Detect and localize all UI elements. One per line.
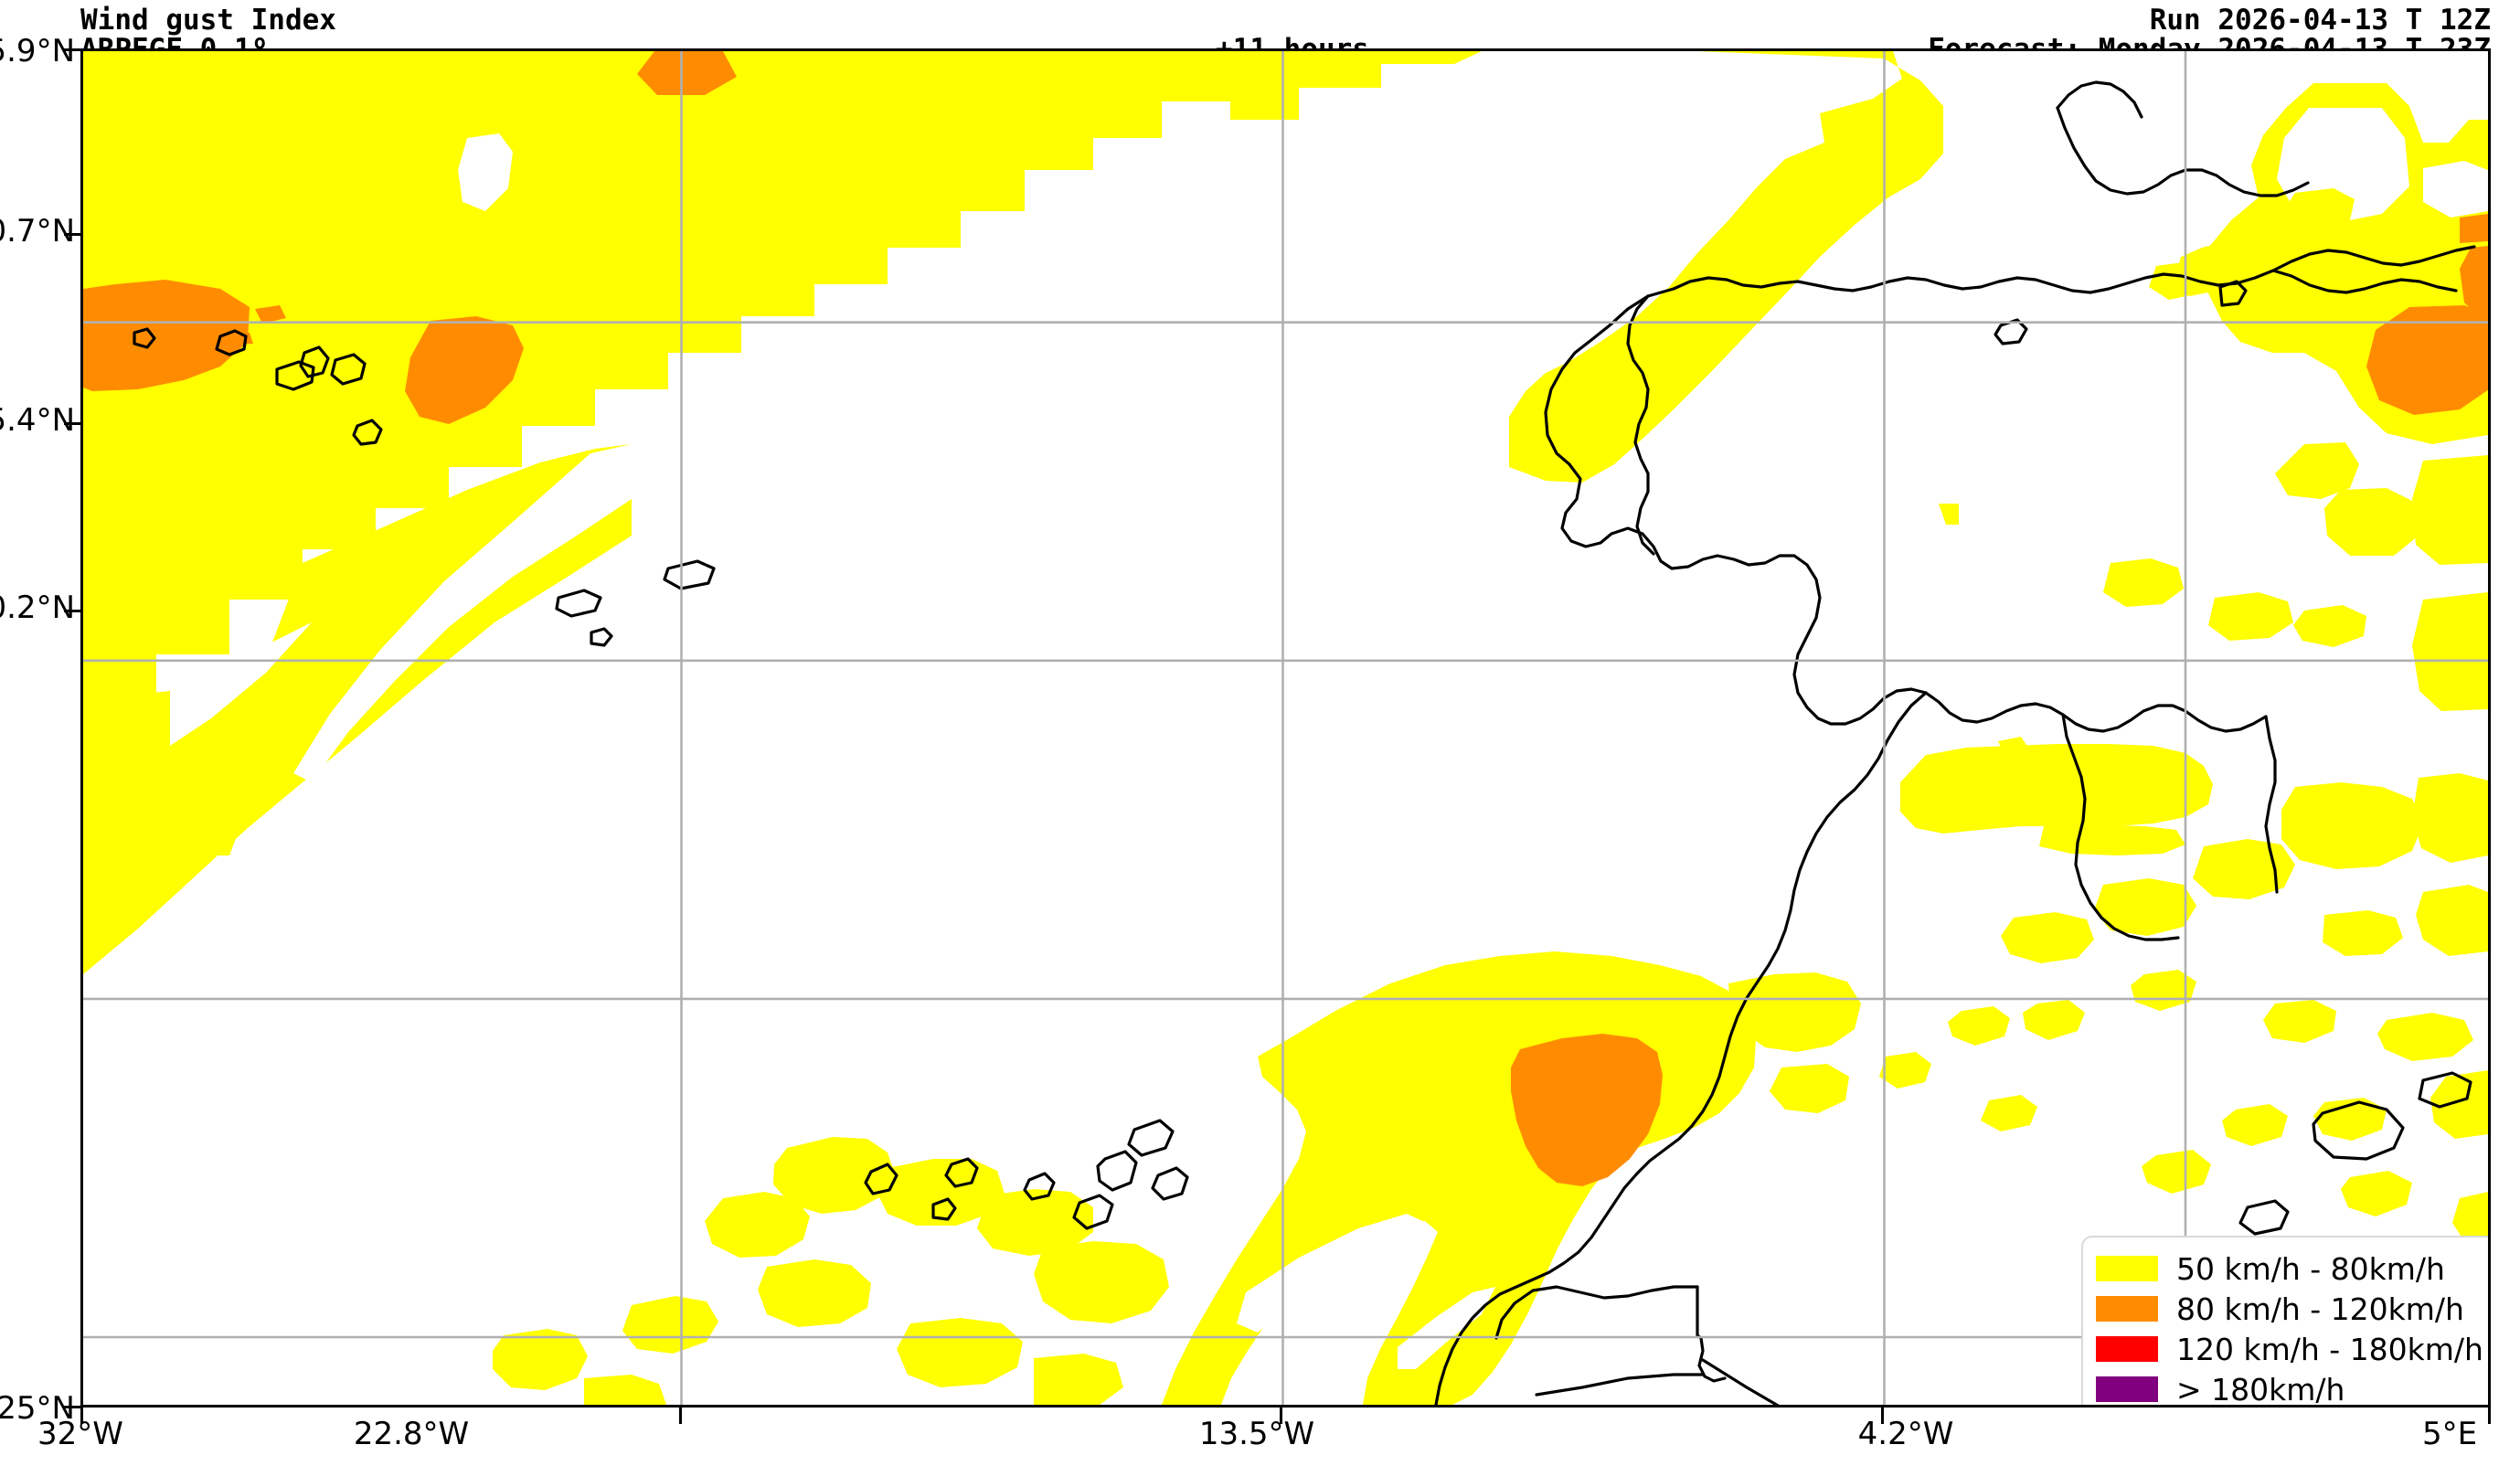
legend-swatch-purple bbox=[2096, 1376, 2158, 1402]
gust-balearic-yellow bbox=[2275, 442, 2488, 711]
legend-label-2: 120 km/h - 180km/h bbox=[2176, 1331, 2483, 1367]
y-tick-label-354: 35.4°N bbox=[0, 402, 75, 439]
gust-gap-nw bbox=[170, 133, 650, 782]
gust-specks-iberia bbox=[1678, 312, 1959, 525]
gust-band-biscay bbox=[1509, 51, 1943, 483]
map-canvas bbox=[83, 51, 2488, 1405]
y-tickmark-302 bbox=[64, 610, 80, 612]
gust-algeria-scatter bbox=[1879, 773, 2488, 1241]
gust-iberia-small bbox=[2103, 188, 2366, 647]
legend-item-0: 50 km/h - 80km/h bbox=[2096, 1248, 2488, 1289]
y-tick-label-25: 25°N bbox=[0, 1390, 75, 1427]
x-tick-label-5e: 5°E bbox=[2421, 1416, 2478, 1452]
map-plot-area[interactable]: 50 km/h - 80km/h 80 km/h - 120km/h 120 k… bbox=[80, 48, 2491, 1408]
legend-label-3: > 180km/h bbox=[2176, 1371, 2345, 1408]
legend-swatch-red bbox=[2096, 1336, 2158, 1362]
x-tick-label-42w: 4.2°W bbox=[1857, 1416, 1954, 1452]
x-tick-label-32w: 32°W bbox=[37, 1416, 123, 1452]
map-svg bbox=[83, 51, 2488, 1405]
gust-band-50-80 bbox=[83, 51, 1482, 974]
gust-gulf-of-lion-orange bbox=[2366, 214, 2488, 415]
x-tickmark-42w bbox=[1881, 1408, 1884, 1424]
y-tick-label-459: 45.9°N bbox=[0, 33, 75, 69]
legend-label-0: 50 km/h - 80km/h bbox=[2176, 1250, 2445, 1287]
x-tickmark-135w bbox=[1280, 1408, 1282, 1424]
y-tick-label-302: 30.2°N bbox=[0, 590, 75, 626]
y-tick-label-407: 40.7°N bbox=[0, 213, 75, 250]
gust-alboran-band bbox=[1900, 737, 2213, 855]
legend-label-1: 80 km/h - 120km/h bbox=[2176, 1291, 2464, 1327]
x-tickmark-228w bbox=[679, 1408, 682, 1424]
legend-swatch-yellow bbox=[2096, 1256, 2158, 1281]
page-title: Wind gust Index bbox=[80, 4, 336, 37]
y-tickmark-407 bbox=[64, 233, 80, 236]
x-tick-label-228w: 22.8°W bbox=[353, 1416, 470, 1452]
y-tickmark-25 bbox=[64, 1406, 80, 1408]
legend-item-3: > 180km/h bbox=[2096, 1369, 2488, 1408]
x-tickmark-5e bbox=[2488, 1408, 2491, 1424]
y-tickmark-354 bbox=[64, 422, 80, 425]
legend-box: 50 km/h - 80km/h 80 km/h - 120km/h 120 k… bbox=[2081, 1236, 2488, 1408]
run-timestamp: Run 2026-04-13 T 12Z bbox=[2149, 4, 2491, 37]
coastlines bbox=[133, 80, 2476, 1405]
gust-band-80-120 bbox=[83, 51, 737, 424]
y-tickmark-459 bbox=[64, 48, 80, 51]
gust-band-morocco-orange bbox=[1511, 1034, 1663, 1186]
x-tickmark-32w bbox=[80, 1408, 83, 1424]
legend-swatch-orange bbox=[2096, 1296, 2158, 1322]
legend-item-1: 80 km/h - 120km/h bbox=[2096, 1289, 2488, 1329]
x-tick-label-135w: 13.5°W bbox=[1198, 1416, 1315, 1452]
legend-item-2: 120 km/h - 180km/h bbox=[2096, 1329, 2488, 1369]
